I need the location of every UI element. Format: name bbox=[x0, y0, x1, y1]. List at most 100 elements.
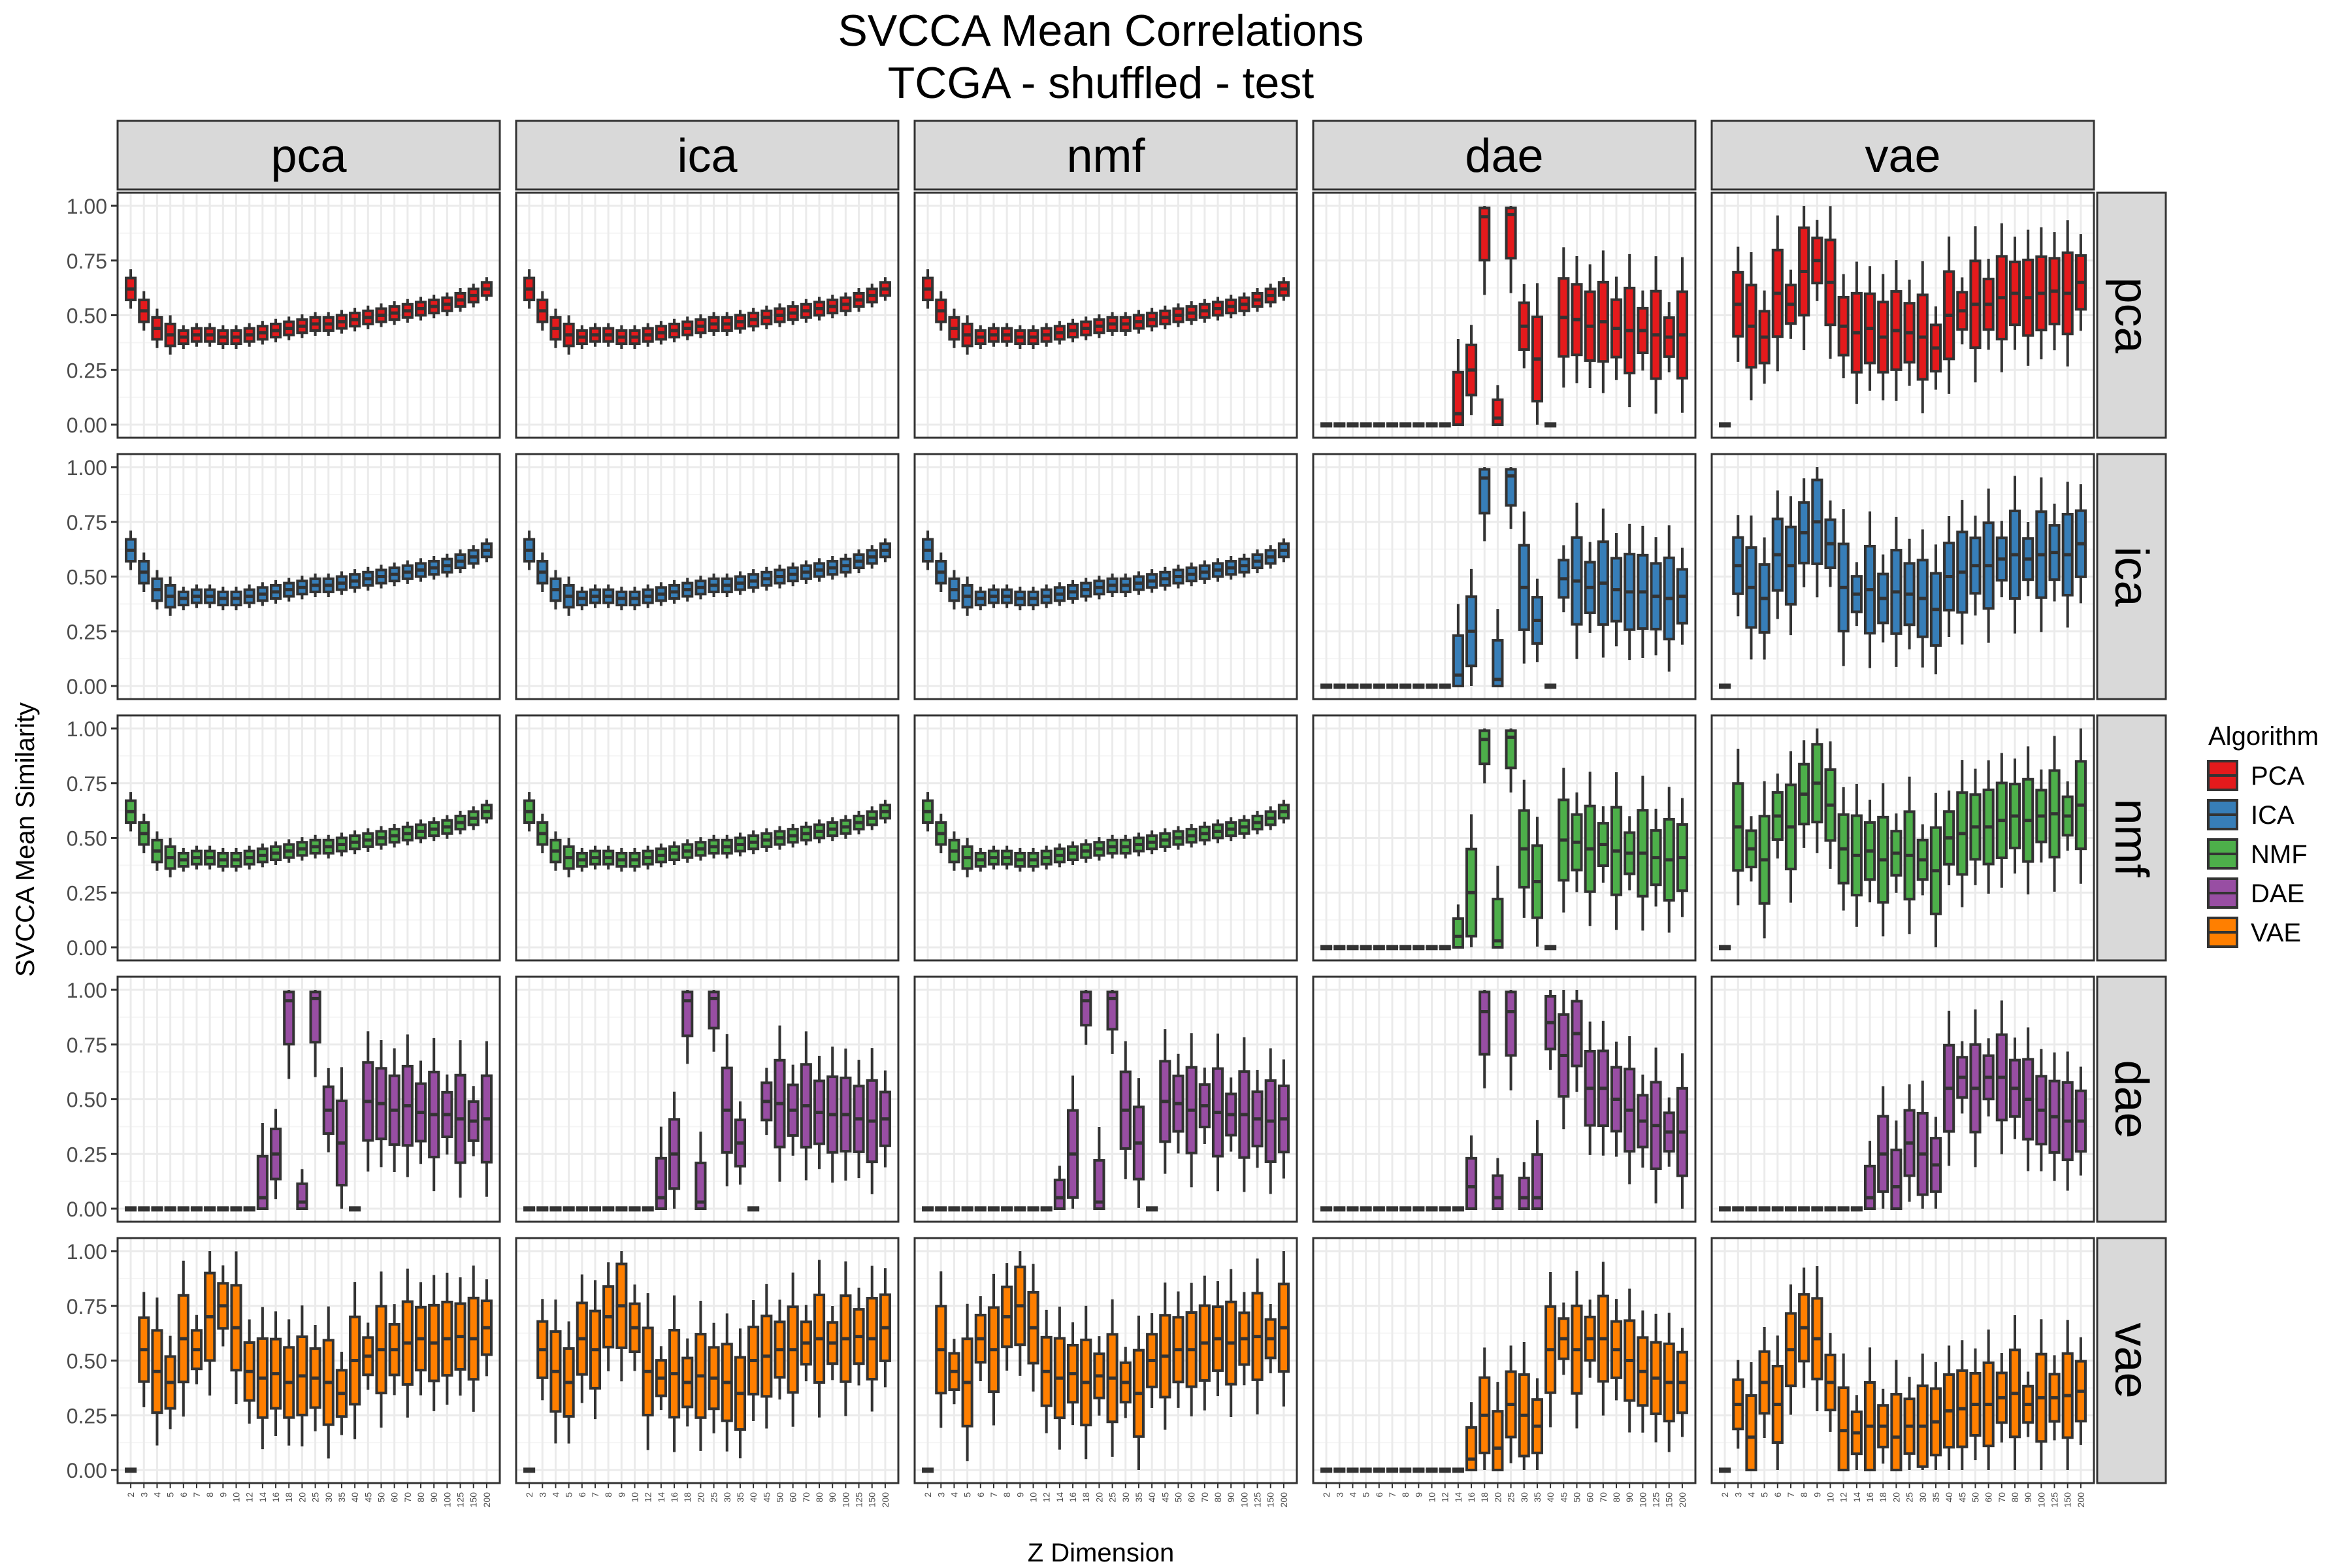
y-tick-label: 0.25 bbox=[67, 359, 107, 382]
x-tick-label: 30 bbox=[1519, 1492, 1529, 1503]
chart-subtitle: TCGA - shuffled - test bbox=[888, 58, 1315, 108]
box bbox=[1465, 1426, 1478, 1471]
y-tick-label: 0.50 bbox=[67, 566, 107, 589]
facet-panel bbox=[1710, 975, 2095, 1223]
x-tick-label: 200 bbox=[482, 1492, 492, 1508]
y-tick-label: 0.00 bbox=[67, 414, 107, 437]
x-tick-label: 5 bbox=[962, 1492, 973, 1497]
x-tick-label: 3 bbox=[936, 1492, 946, 1497]
x-tick-label: 30 bbox=[323, 1492, 334, 1503]
x-tick-label: 45 bbox=[761, 1492, 772, 1503]
x-tick-label: 3 bbox=[1733, 1492, 1743, 1497]
x-tick-label: 12 bbox=[1838, 1492, 1849, 1503]
facet-panel bbox=[515, 191, 900, 439]
x-tick-label: 45 bbox=[1160, 1492, 1170, 1503]
x-tick-label: 40 bbox=[748, 1492, 759, 1503]
column-strip bbox=[1710, 120, 2095, 191]
x-tick-label: 80 bbox=[1611, 1492, 1622, 1503]
x-tick-label: 80 bbox=[1213, 1492, 1223, 1503]
row-strip-label: pca bbox=[2105, 277, 2157, 353]
y-tick-label: 1.00 bbox=[67, 195, 107, 218]
box bbox=[1452, 917, 1464, 949]
box bbox=[1053, 1179, 1066, 1211]
box bbox=[1531, 1153, 1544, 1211]
x-tick-label: 40 bbox=[1545, 1492, 1556, 1503]
y-tick-label: 0.00 bbox=[67, 1198, 107, 1221]
row-strip-label: nmf bbox=[2105, 798, 2157, 877]
facet-panel bbox=[1710, 714, 2095, 962]
box bbox=[296, 1182, 308, 1210]
x-tick-label: 6 bbox=[975, 1492, 986, 1497]
x-tick-label: 25 bbox=[1904, 1492, 1915, 1503]
facet-panel: 0.00 0.25 0.50 0.75 1.00 bbox=[67, 453, 501, 700]
box bbox=[1492, 398, 1504, 427]
legend-label: PCA bbox=[2251, 762, 2305, 791]
panel-border bbox=[1710, 975, 2095, 1223]
box bbox=[1465, 1156, 1478, 1210]
x-tick-label: 9 bbox=[616, 1492, 627, 1497]
panel-border bbox=[1710, 714, 2095, 962]
panel-border bbox=[1312, 975, 1697, 1223]
box bbox=[309, 990, 321, 1044]
x-tick-label: 20 bbox=[1492, 1492, 1503, 1503]
box bbox=[694, 1162, 707, 1210]
x-tick-label: 12 bbox=[643, 1492, 653, 1503]
column-strip-label: nmf bbox=[1066, 130, 1145, 182]
x-tick-label: 5 bbox=[165, 1492, 176, 1497]
facet-panel bbox=[1710, 453, 2095, 700]
y-tick-label: 0.00 bbox=[67, 936, 107, 960]
box bbox=[1478, 729, 1491, 766]
box bbox=[1505, 990, 1517, 1057]
x-tick-label: 4 bbox=[550, 1492, 561, 1497]
facet-panel: 0.00 0.25 0.50 0.75 1.00 bbox=[67, 975, 501, 1223]
x-tick-label: 100 bbox=[2036, 1492, 2046, 1508]
box bbox=[1505, 468, 1517, 507]
x-tick-label: 25 bbox=[1107, 1492, 1118, 1503]
x-tick-label: 5 bbox=[1759, 1492, 1770, 1497]
x-tick-label: 50 bbox=[1571, 1492, 1582, 1503]
x-tick-label: 80 bbox=[814, 1492, 825, 1503]
x-tick-label: 100 bbox=[840, 1492, 851, 1508]
x-tick-label: 14 bbox=[1054, 1492, 1065, 1503]
y-tick-label: 0.00 bbox=[67, 675, 107, 698]
box bbox=[1492, 639, 1504, 687]
column-strip bbox=[515, 120, 900, 191]
panel-border bbox=[515, 453, 900, 700]
column-strip bbox=[1312, 120, 1697, 191]
x-tick-label: 150 bbox=[468, 1492, 479, 1508]
x-tick-label: 20 bbox=[695, 1492, 706, 1503]
row-strip-label: ica bbox=[2105, 546, 2157, 607]
x-tick-label: 2 bbox=[923, 1492, 933, 1497]
x-tick-label: 80 bbox=[416, 1492, 426, 1503]
row-strip-label: dae bbox=[2105, 1060, 2157, 1138]
box bbox=[1452, 370, 1464, 426]
x-tick-label: 4 bbox=[949, 1492, 959, 1497]
y-tick-label: 0.25 bbox=[67, 620, 107, 644]
facet-panel bbox=[515, 453, 900, 700]
panel-border bbox=[913, 191, 1298, 439]
legend-title: Algorithm bbox=[2208, 722, 2319, 751]
facet-panel bbox=[1312, 714, 1697, 962]
x-tick-label: 2 bbox=[125, 1492, 136, 1497]
x-tick-label: 20 bbox=[297, 1492, 307, 1503]
x-tick-label: 90 bbox=[429, 1492, 439, 1503]
x-tick-label: 150 bbox=[1266, 1492, 1276, 1508]
x-tick-label: 70 bbox=[1598, 1492, 1609, 1503]
facet-panel bbox=[515, 975, 900, 1223]
x-tick-label: 60 bbox=[1186, 1492, 1197, 1503]
facet-panel bbox=[913, 191, 1298, 439]
box bbox=[1505, 206, 1517, 260]
x-tick-label: 9 bbox=[218, 1492, 228, 1497]
facet-panels: pca ica nmf dae vaepcaicanmfdaevae0.000.250.… bbox=[67, 120, 2167, 1508]
panel-border bbox=[1312, 191, 1697, 439]
x-tick-label: 70 bbox=[1997, 1492, 2007, 1503]
x-tick-label: 125 bbox=[1651, 1492, 1661, 1508]
panel-border bbox=[1312, 714, 1697, 962]
panel-border bbox=[515, 191, 900, 439]
y-tick-label: 0.75 bbox=[67, 511, 107, 534]
box bbox=[1080, 990, 1092, 1027]
facet-panel bbox=[1312, 975, 1697, 1223]
x-tick-label: 14 bbox=[656, 1492, 666, 1503]
x-tick-label: 9 bbox=[1015, 1492, 1025, 1497]
y-tick-label: 0.25 bbox=[67, 881, 107, 905]
